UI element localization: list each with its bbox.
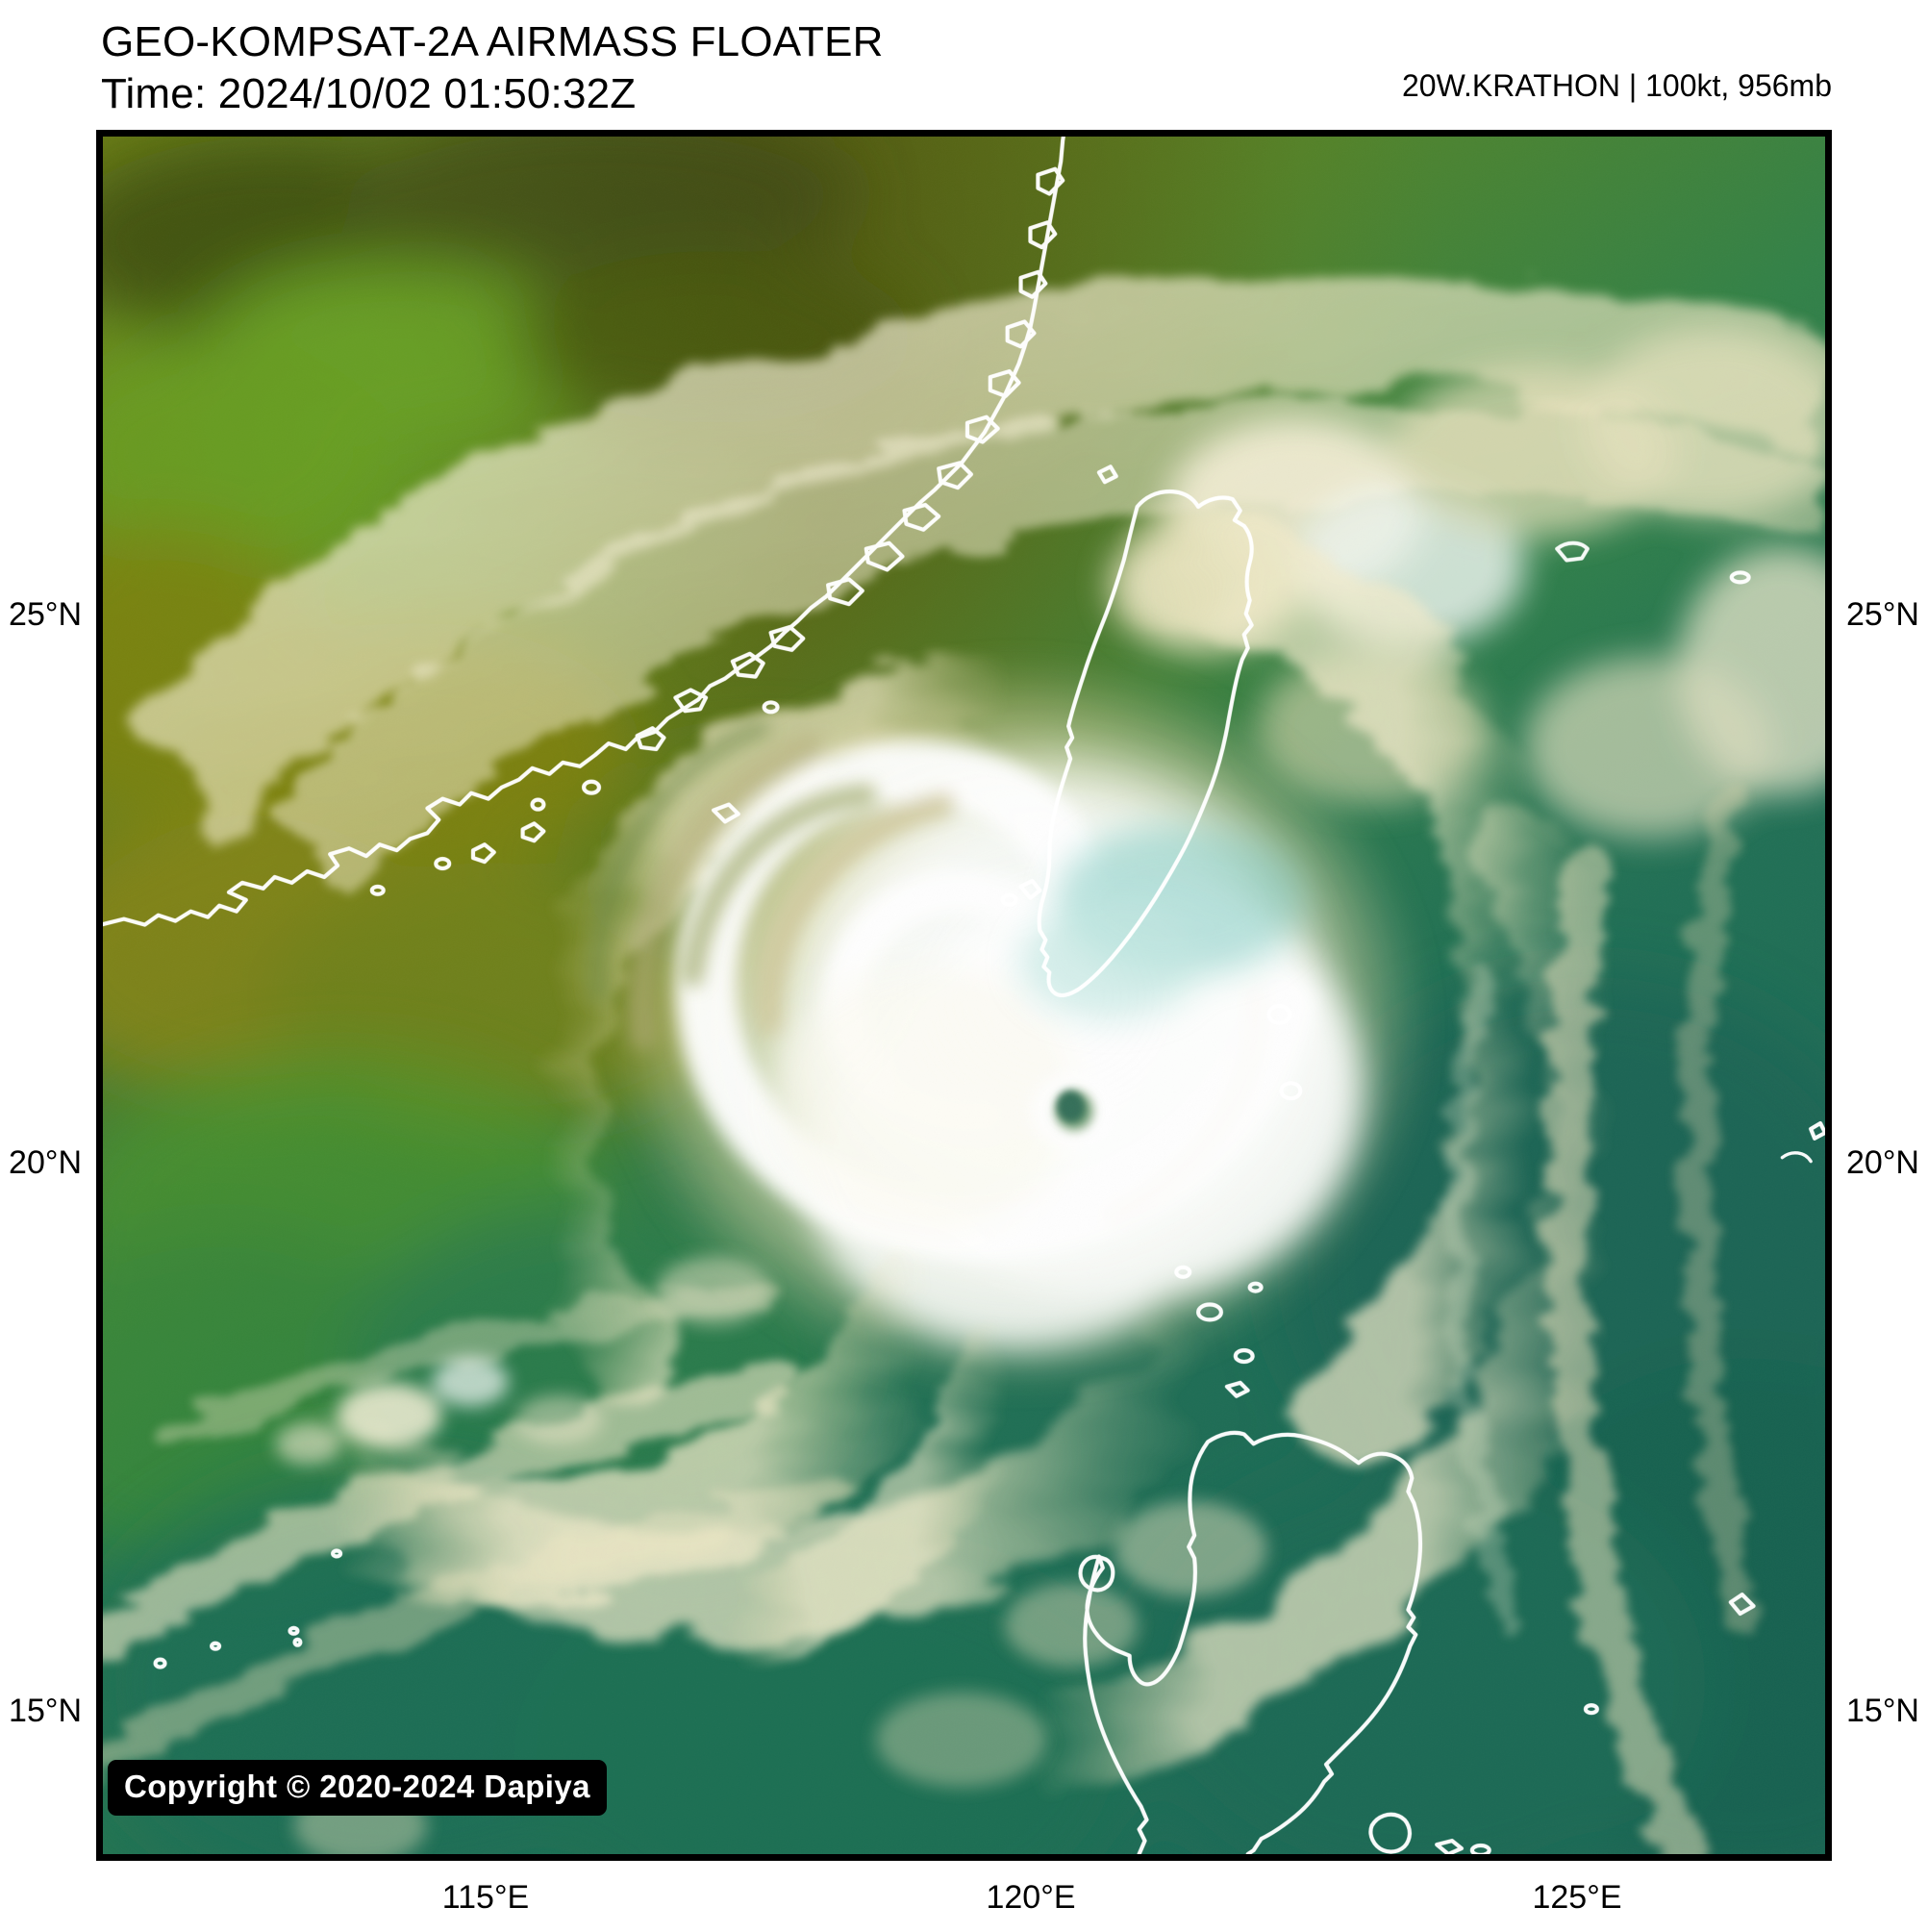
storm-info-label: 20W.KRATHON | 100kt, 956mb <box>1402 68 1832 103</box>
lat-label-right-20n: 20°N <box>1846 1144 1919 1181</box>
lat-label-left-25n: 25°N <box>9 596 82 633</box>
header: GEO-KOMPSAT-2A AIRMASS FLOATER Time: 202… <box>0 0 1928 130</box>
timestamp-label: Time: 2024/10/02 01:50:32Z <box>101 70 637 117</box>
lon-label-115e: 115°E <box>441 1879 530 1916</box>
lon-label-120e: 120°E <box>986 1879 1076 1916</box>
lon-label-125e: 125°E <box>1532 1879 1622 1916</box>
satellite-image-panel: Copyright © 2020-2024 Dapiya <box>96 130 1832 1861</box>
lat-label-left-20n: 20°N <box>9 1144 82 1181</box>
airmass-rgb-imagery <box>103 137 1825 1854</box>
lat-label-right-25n: 25°N <box>1846 596 1919 633</box>
page-title: GEO-KOMPSAT-2A AIRMASS FLOATER <box>101 18 884 65</box>
lat-label-left-15n: 15°N <box>9 1693 82 1729</box>
lat-label-right-15n: 15°N <box>1846 1693 1919 1729</box>
copyright-watermark: Copyright © 2020-2024 Dapiya <box>108 1760 607 1816</box>
